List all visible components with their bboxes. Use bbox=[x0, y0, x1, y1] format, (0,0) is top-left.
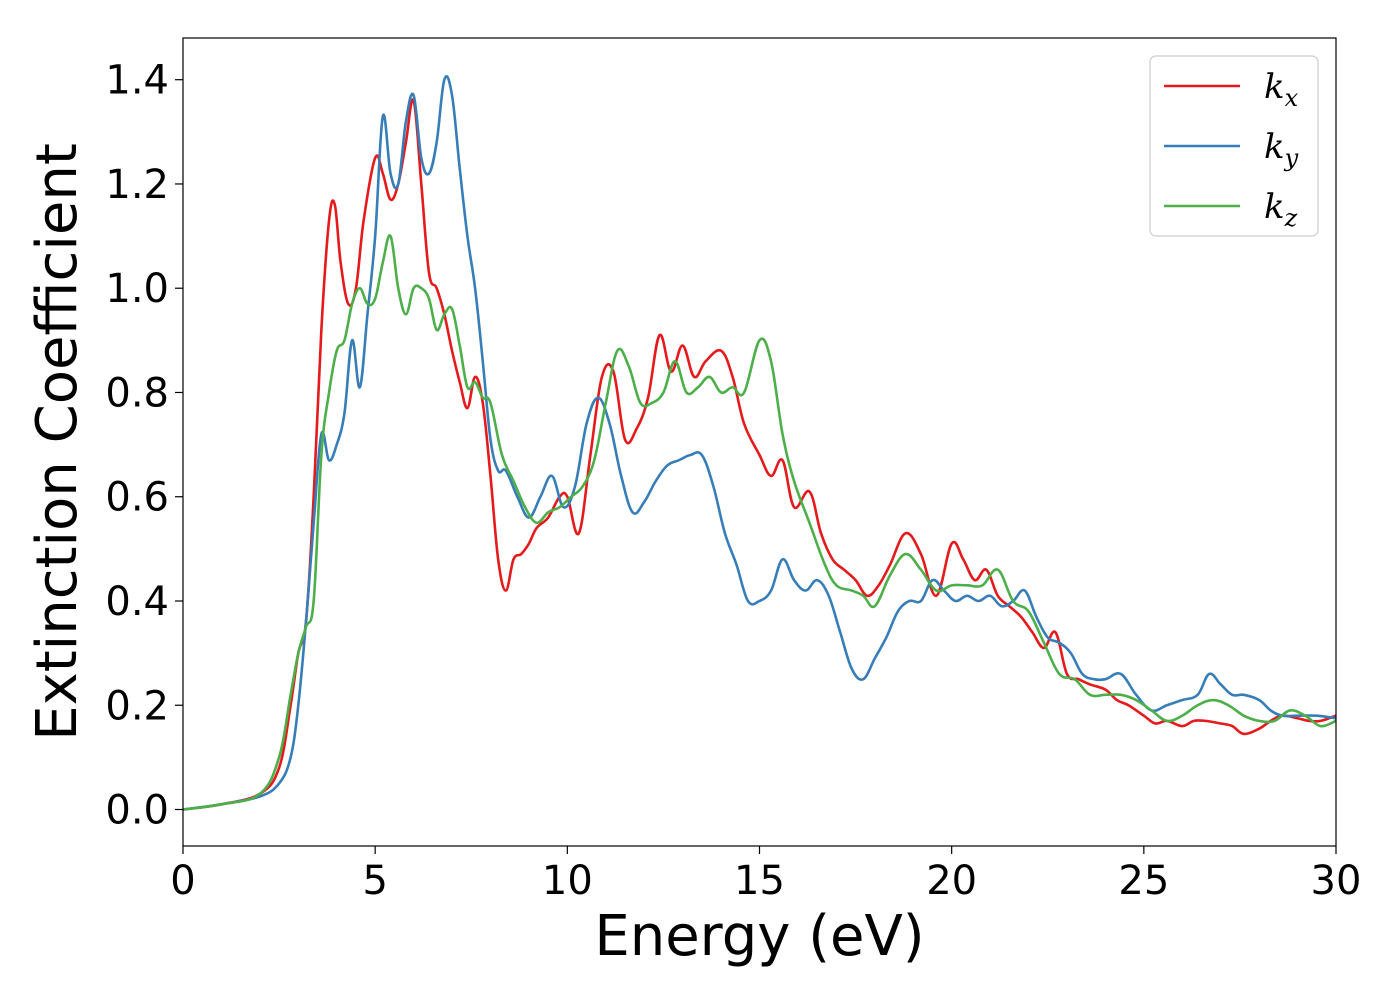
x-tick-label: 30 bbox=[1311, 858, 1362, 904]
legend-label-y: ky bbox=[1264, 127, 1299, 172]
y-axis-title: Extinction Coefficient bbox=[25, 143, 90, 741]
x-axis-title: Energy (eV) bbox=[594, 904, 924, 969]
x-tick-label: 10 bbox=[542, 858, 593, 904]
x-tick-label: 0 bbox=[170, 858, 195, 904]
y-axis-ticks: 0.0 0.2 0.4 0.6 0.8 1.0 1.2 1.4 bbox=[105, 58, 183, 834]
x-tick-label: 25 bbox=[1118, 858, 1169, 904]
plot-background bbox=[183, 38, 1336, 846]
series-layer bbox=[182, 75, 1337, 811]
y-tick-label: 1.4 bbox=[105, 58, 169, 104]
series-line-z bbox=[182, 234, 1337, 811]
y-tick-label: 0.0 bbox=[105, 788, 169, 834]
x-tick-label: 20 bbox=[926, 858, 977, 904]
y-tick-label: 0.2 bbox=[105, 683, 169, 729]
y-tick-label: 1.0 bbox=[105, 266, 169, 312]
x-tick-label: 5 bbox=[362, 858, 387, 904]
x-tick-label: 15 bbox=[734, 858, 785, 904]
y-tick-label: 0.6 bbox=[105, 475, 169, 521]
y-tick-label: 0.4 bbox=[105, 579, 169, 625]
series-line-x bbox=[182, 98, 1337, 811]
x-axis-ticks: 0 5 10 15 20 25 30 bbox=[170, 846, 1361, 904]
y-tick-label: 0.8 bbox=[105, 370, 169, 416]
series-line-y bbox=[182, 75, 1337, 811]
y-tick-label: 1.2 bbox=[105, 162, 169, 208]
